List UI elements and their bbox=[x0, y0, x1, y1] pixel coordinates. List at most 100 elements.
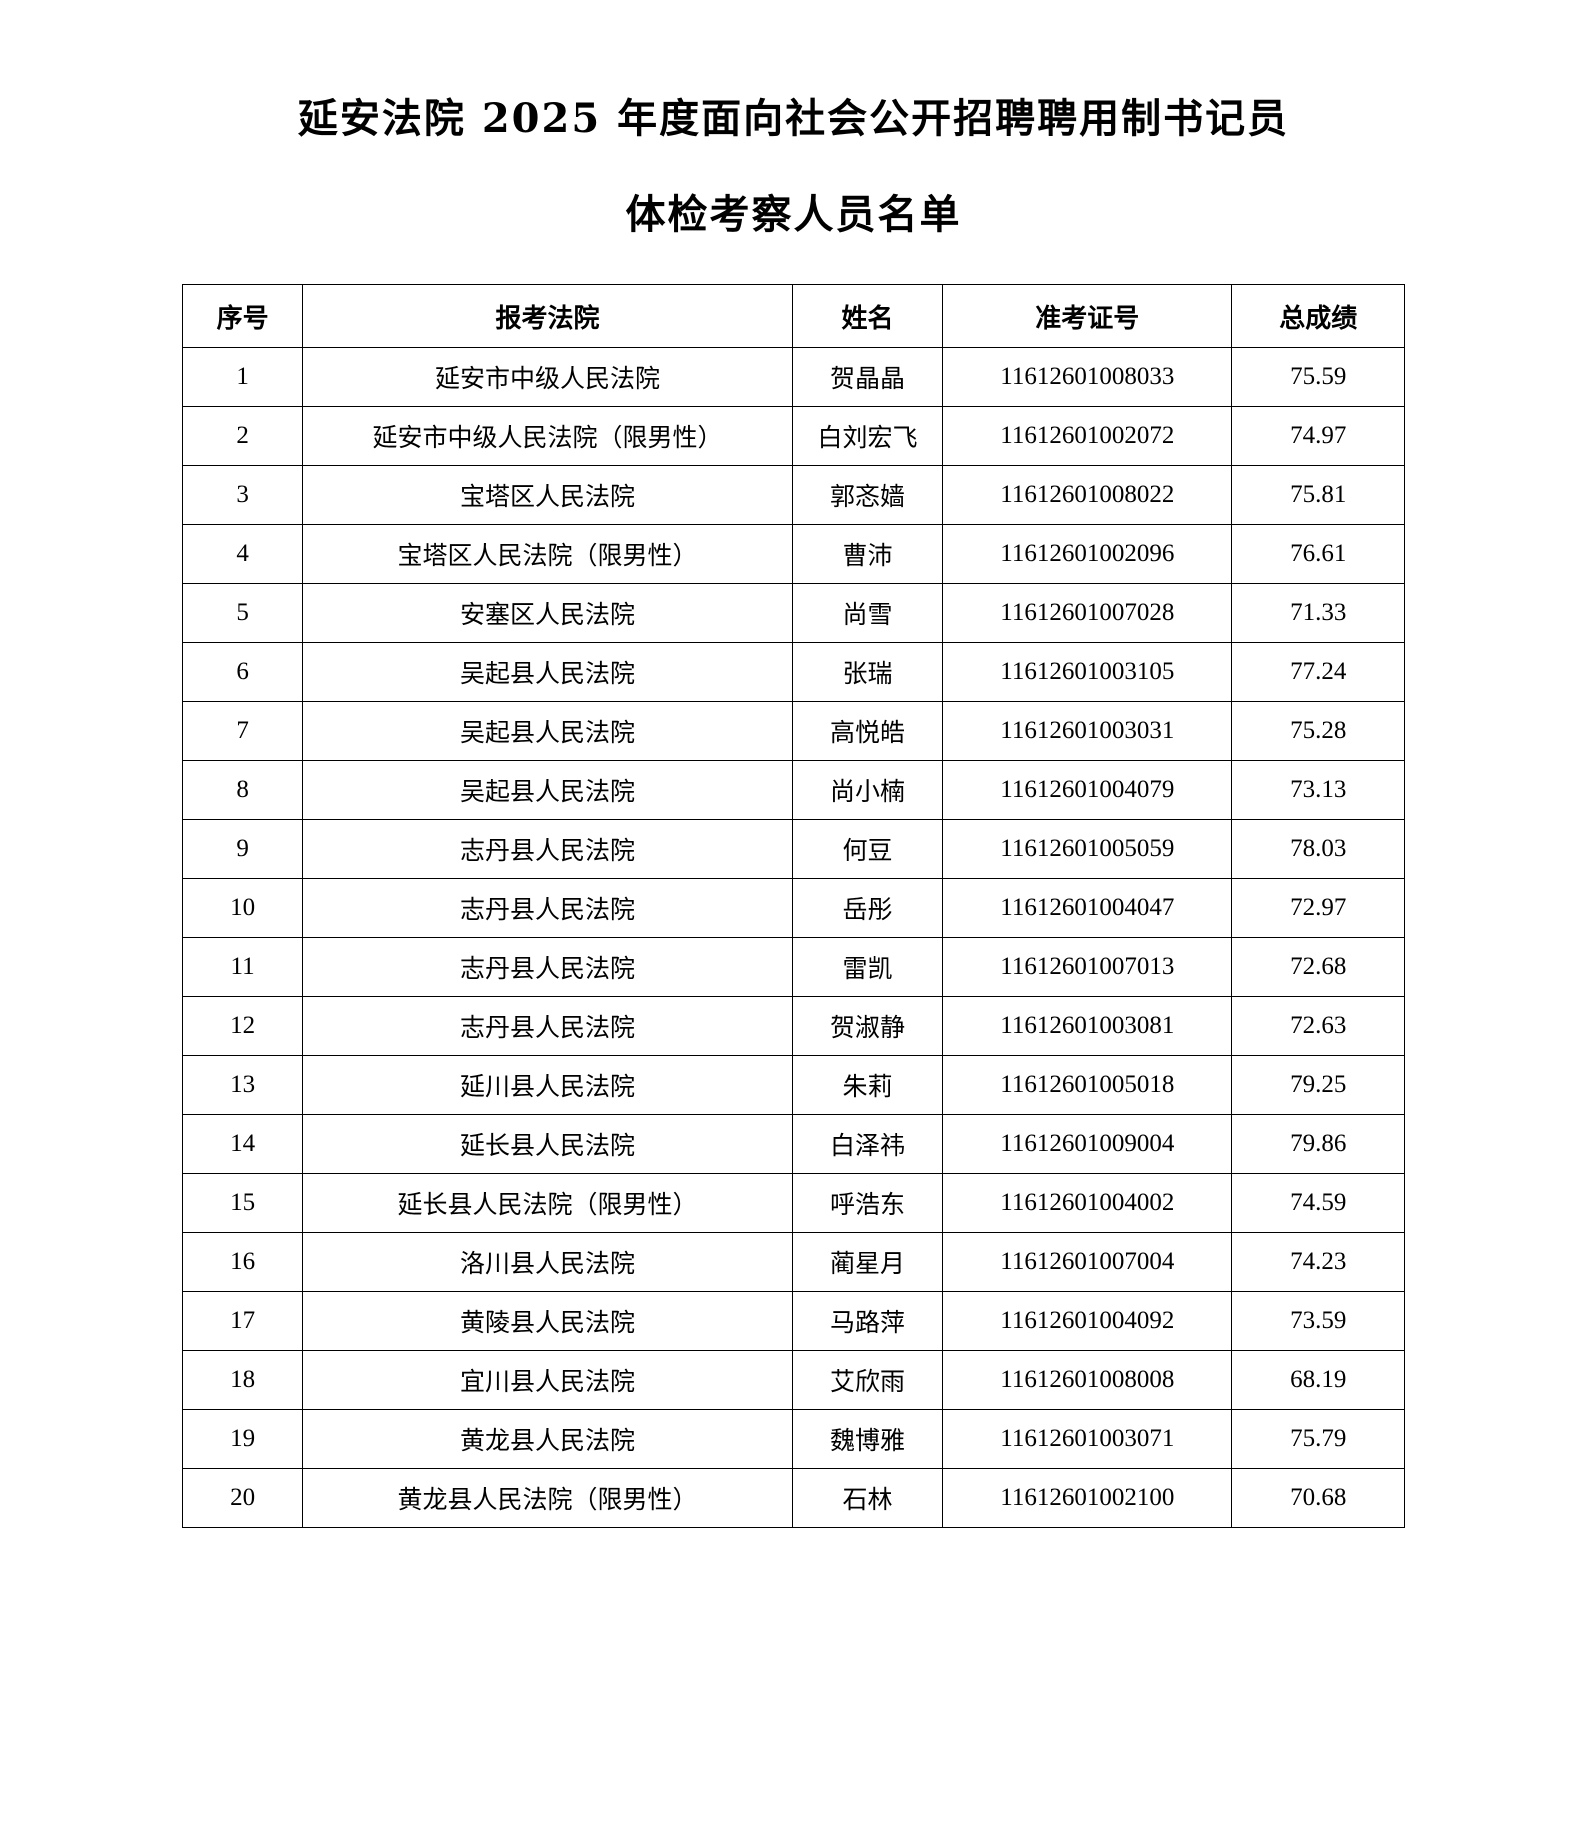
table-row: 3 宝塔区人民法院 郭忞嫱 11612601008022 75.81 bbox=[181, 465, 1405, 525]
table-row: 9 志丹县人民法院 何豆 11612601005059 78.03 bbox=[181, 819, 1405, 879]
cell-score: 74.23 bbox=[1231, 1232, 1405, 1292]
cell-ticket: 11612601007004 bbox=[942, 1232, 1233, 1292]
cell-ticket: 11612601005059 bbox=[942, 819, 1233, 879]
cell-index: 2 bbox=[181, 406, 304, 466]
table-row: 4 宝塔区人民法院（限男性） 曹沛 11612601002096 76.61 bbox=[181, 524, 1405, 584]
cell-name: 曹沛 bbox=[791, 524, 944, 584]
cell-name: 雷凯 bbox=[791, 937, 944, 997]
cell-index: 13 bbox=[181, 1055, 304, 1115]
cell-index: 17 bbox=[181, 1291, 304, 1351]
cell-score: 71.33 bbox=[1231, 583, 1405, 643]
cell-court: 黄龙县人民法院（限男性） bbox=[302, 1468, 793, 1528]
roster-table: 序号 报考法院 姓名 准考证号 总成绩 1 延安市中级人民法院 贺晶晶 1161260… bbox=[181, 284, 1405, 1528]
cell-score: 72.63 bbox=[1231, 996, 1405, 1056]
cell-court: 宜川县人民法院 bbox=[302, 1350, 793, 1410]
cell-court: 吴起县人民法院 bbox=[302, 642, 793, 702]
cell-score: 76.61 bbox=[1231, 524, 1405, 584]
cell-index: 3 bbox=[181, 465, 304, 525]
cell-court: 志丹县人民法院 bbox=[302, 996, 793, 1056]
roster-table-container: 序号 报考法院 姓名 准考证号 总成绩 1 延安市中级人民法院 贺晶晶 1161260… bbox=[0, 284, 1587, 1528]
cell-court: 志丹县人民法院 bbox=[302, 878, 793, 938]
cell-score: 75.59 bbox=[1231, 347, 1405, 407]
table-row: 5 安塞区人民法院 尚雪 11612601007028 71.33 bbox=[181, 583, 1405, 643]
table-row: 17 黄陵县人民法院 马路萍 11612601004092 73.59 bbox=[181, 1291, 1405, 1351]
cell-index: 11 bbox=[181, 937, 304, 997]
cell-score: 75.79 bbox=[1231, 1409, 1405, 1469]
cell-name: 尚雪 bbox=[791, 583, 944, 643]
cell-court: 黄陵县人民法院 bbox=[302, 1291, 793, 1351]
cell-court: 宝塔区人民法院 bbox=[302, 465, 793, 525]
cell-ticket: 11612601008008 bbox=[942, 1350, 1233, 1410]
cell-name: 岳彤 bbox=[791, 878, 944, 938]
table-row: 7 吴起县人民法院 高悦皓 11612601003031 75.28 bbox=[181, 701, 1405, 761]
cell-index: 4 bbox=[181, 524, 304, 584]
cell-score: 72.68 bbox=[1231, 937, 1405, 997]
table-row: 11 志丹县人民法院 雷凯 11612601007013 72.68 bbox=[181, 937, 1405, 997]
cell-court: 洛川县人民法院 bbox=[302, 1232, 793, 1292]
cell-ticket: 11612601004002 bbox=[942, 1173, 1233, 1233]
cell-ticket: 11612601004079 bbox=[942, 760, 1233, 820]
column-header-court: 报考法院 bbox=[302, 284, 793, 348]
cell-ticket: 11612601002096 bbox=[942, 524, 1233, 584]
cell-court: 吴起县人民法院 bbox=[302, 701, 793, 761]
cell-ticket: 11612601003071 bbox=[942, 1409, 1233, 1469]
cell-name: 尚小楠 bbox=[791, 760, 944, 820]
column-header-name: 姓名 bbox=[791, 284, 944, 348]
cell-score: 78.03 bbox=[1231, 819, 1405, 879]
cell-index: 1 bbox=[181, 347, 304, 407]
cell-name: 蔺星月 bbox=[791, 1232, 944, 1292]
cell-index: 12 bbox=[181, 996, 304, 1056]
cell-name: 郭忞嫱 bbox=[791, 465, 944, 525]
table-row: 13 延川县人民法院 朱莉 11612601005018 79.25 bbox=[181, 1055, 1405, 1115]
cell-score: 79.25 bbox=[1231, 1055, 1405, 1115]
cell-score: 79.86 bbox=[1231, 1114, 1405, 1174]
cell-ticket: 11612601002100 bbox=[942, 1468, 1233, 1528]
cell-name: 呼浩东 bbox=[791, 1173, 944, 1233]
cell-ticket: 11612601007028 bbox=[942, 583, 1233, 643]
cell-name: 张瑞 bbox=[791, 642, 944, 702]
table-row: 20 黄龙县人民法院（限男性） 石林 11612601002100 70.68 bbox=[181, 1468, 1405, 1528]
table-body: 1 延安市中级人民法院 贺晶晶 11612601008033 75.59 2 延安市中级人民… bbox=[181, 347, 1405, 1528]
cell-index: 20 bbox=[181, 1468, 304, 1528]
cell-court: 延安市中级人民法院（限男性） bbox=[302, 406, 793, 466]
cell-ticket: 11612601007013 bbox=[942, 937, 1233, 997]
cell-index: 7 bbox=[181, 701, 304, 761]
cell-court: 延长县人民法院 bbox=[302, 1114, 793, 1174]
cell-index: 6 bbox=[181, 642, 304, 702]
cell-name: 贺晶晶 bbox=[791, 347, 944, 407]
cell-score: 72.97 bbox=[1231, 878, 1405, 938]
cell-index: 9 bbox=[181, 819, 304, 879]
cell-ticket: 11612601004092 bbox=[942, 1291, 1233, 1351]
cell-court: 延川县人民法院 bbox=[302, 1055, 793, 1115]
cell-name: 贺淑静 bbox=[791, 996, 944, 1056]
cell-score: 70.68 bbox=[1231, 1468, 1405, 1528]
cell-court: 延长县人民法院（限男性） bbox=[302, 1173, 793, 1233]
column-header-ticket: 准考证号 bbox=[942, 284, 1233, 348]
table-row: 14 延长县人民法院 白泽祎 11612601009004 79.86 bbox=[181, 1114, 1405, 1174]
table-row: 8 吴起县人民法院 尚小楠 11612601004079 73.13 bbox=[181, 760, 1405, 820]
cell-court: 延安市中级人民法院 bbox=[302, 347, 793, 407]
document-title: 延安法院 2025 年度面向社会公开招聘聘用制书记员 bbox=[297, 95, 1290, 142]
cell-name: 朱莉 bbox=[791, 1055, 944, 1115]
cell-name: 马路萍 bbox=[791, 1291, 944, 1351]
cell-index: 14 bbox=[181, 1114, 304, 1174]
cell-name: 何豆 bbox=[791, 819, 944, 879]
cell-ticket: 11612601002072 bbox=[942, 406, 1233, 466]
cell-name: 石林 bbox=[791, 1468, 944, 1528]
cell-ticket: 11612601008022 bbox=[942, 465, 1233, 525]
cell-court: 安塞区人民法院 bbox=[302, 583, 793, 643]
table-row: 16 洛川县人民法院 蔺星月 11612601007004 74.23 bbox=[181, 1232, 1405, 1292]
table-row: 6 吴起县人民法院 张瑞 11612601003105 77.24 bbox=[181, 642, 1405, 702]
cell-score: 75.28 bbox=[1231, 701, 1405, 761]
cell-ticket: 11612601004047 bbox=[942, 878, 1233, 938]
cell-court: 志丹县人民法院 bbox=[302, 819, 793, 879]
cell-score: 68.19 bbox=[1231, 1350, 1405, 1410]
table-header-row: 序号 报考法院 姓名 准考证号 总成绩 bbox=[181, 284, 1405, 348]
cell-score: 77.24 bbox=[1231, 642, 1405, 702]
cell-score: 73.13 bbox=[1231, 760, 1405, 820]
cell-court: 吴起县人民法院 bbox=[302, 760, 793, 820]
cell-name: 白泽祎 bbox=[791, 1114, 944, 1174]
cell-ticket: 11612601008033 bbox=[942, 347, 1233, 407]
cell-ticket: 11612601009004 bbox=[942, 1114, 1233, 1174]
